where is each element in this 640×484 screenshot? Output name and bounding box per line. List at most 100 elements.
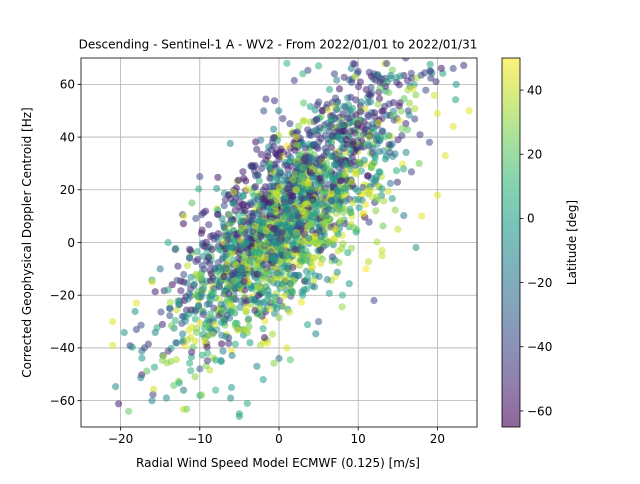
scatter-point xyxy=(309,173,317,181)
scatter-point xyxy=(254,192,262,201)
scatter-point xyxy=(376,84,384,92)
scatter-point xyxy=(318,200,326,208)
scatter-point xyxy=(325,170,333,178)
scatter-point xyxy=(331,256,339,264)
scatter-point xyxy=(259,219,267,227)
scatter-point xyxy=(184,295,192,303)
scatter-point xyxy=(148,397,156,405)
scatter-point xyxy=(421,69,429,77)
scatter-point xyxy=(204,331,212,339)
scatter-point xyxy=(328,132,336,140)
scatter-point xyxy=(330,235,338,243)
scatter-point xyxy=(205,254,213,262)
scatter-point xyxy=(267,216,275,225)
scatter-point xyxy=(334,202,342,210)
y-axis-label: Corrected Geophysical Doppler Centroid [… xyxy=(20,107,34,377)
scatter-point xyxy=(285,180,293,188)
scatter-point xyxy=(304,66,312,74)
scatter-point xyxy=(321,131,329,140)
x-tick-label: 10 xyxy=(351,432,366,446)
scatter-point xyxy=(234,326,242,334)
scatter-point xyxy=(403,126,412,134)
scatter-point xyxy=(409,85,417,93)
scatter-point xyxy=(400,95,408,103)
scatter-point xyxy=(374,119,383,127)
scatter-point xyxy=(179,330,187,338)
scatter-point xyxy=(280,292,288,300)
scatter-point xyxy=(425,138,434,146)
scatter-point xyxy=(166,304,174,312)
scatter-point xyxy=(255,291,263,299)
scatter-point xyxy=(400,165,408,173)
scatter-point xyxy=(138,354,146,362)
scatter-point xyxy=(112,383,120,391)
scatter-point xyxy=(238,224,246,232)
scatter-point xyxy=(275,155,283,163)
scatter-point xyxy=(222,333,230,341)
scatter-point xyxy=(184,336,192,344)
scatter-point xyxy=(211,320,219,328)
scatter-point xyxy=(170,381,178,389)
scatter-point xyxy=(371,113,379,121)
scatter-point xyxy=(364,98,372,106)
scatter-point xyxy=(251,183,259,191)
scatter-point xyxy=(460,61,468,69)
scatter-point xyxy=(266,182,274,190)
scatter-point xyxy=(395,116,403,125)
scatter-point xyxy=(203,322,211,330)
scatter-point xyxy=(270,125,278,133)
scatter-point xyxy=(237,217,245,225)
scatter-point xyxy=(257,136,265,144)
scatter-point xyxy=(205,221,213,229)
scatter-point xyxy=(173,306,181,314)
scatter-point xyxy=(246,256,254,264)
scatter-point xyxy=(418,212,426,220)
scatter-point xyxy=(364,140,372,148)
scatter-point xyxy=(306,118,314,126)
scatter-point xyxy=(257,232,265,241)
scatter-point xyxy=(273,190,281,198)
scatter-point xyxy=(287,153,295,162)
scatter-point xyxy=(262,267,270,275)
scatter-point xyxy=(402,120,410,128)
scatter-point xyxy=(333,76,341,84)
scatter-point xyxy=(220,202,228,210)
y-tick-label: 20 xyxy=(60,183,75,197)
scatter-point xyxy=(347,244,356,252)
scatter-point xyxy=(239,192,247,200)
scatter-point xyxy=(188,323,196,331)
scatter-point xyxy=(210,235,218,243)
scatter-point xyxy=(286,356,294,364)
scatter-point xyxy=(370,158,378,166)
scatter-point xyxy=(378,252,386,260)
scatter-point xyxy=(357,98,365,106)
scatter-point xyxy=(299,291,307,299)
scatter-point xyxy=(190,280,198,288)
scatter-point xyxy=(291,246,299,254)
scatter-point xyxy=(214,230,222,238)
scatter-point xyxy=(263,339,271,347)
scatter-point xyxy=(168,281,176,289)
scatter-point xyxy=(199,252,207,260)
scatter-point xyxy=(239,168,247,176)
scatter-point xyxy=(227,250,235,258)
scatter-point xyxy=(179,386,188,394)
scatter-point xyxy=(300,99,308,107)
scatter-point xyxy=(283,142,291,150)
scatter-point xyxy=(278,246,286,254)
scatter-point xyxy=(286,120,294,128)
scatter-point xyxy=(374,100,382,108)
scatter-point xyxy=(452,80,460,88)
scatter-point xyxy=(253,270,261,278)
scatter-point xyxy=(357,143,365,151)
scatter-point xyxy=(281,161,289,169)
scatter-point xyxy=(333,155,342,163)
scatter-point xyxy=(185,254,193,262)
scatter-point xyxy=(132,325,140,334)
chart-title: Descending - Sentinel-1 A - WV2 - From 2… xyxy=(79,38,478,52)
scatter-point xyxy=(303,200,311,208)
scatter-point xyxy=(338,119,346,128)
scatter-point xyxy=(385,140,393,149)
scatter-point xyxy=(302,157,310,165)
scatter-point xyxy=(166,312,174,320)
